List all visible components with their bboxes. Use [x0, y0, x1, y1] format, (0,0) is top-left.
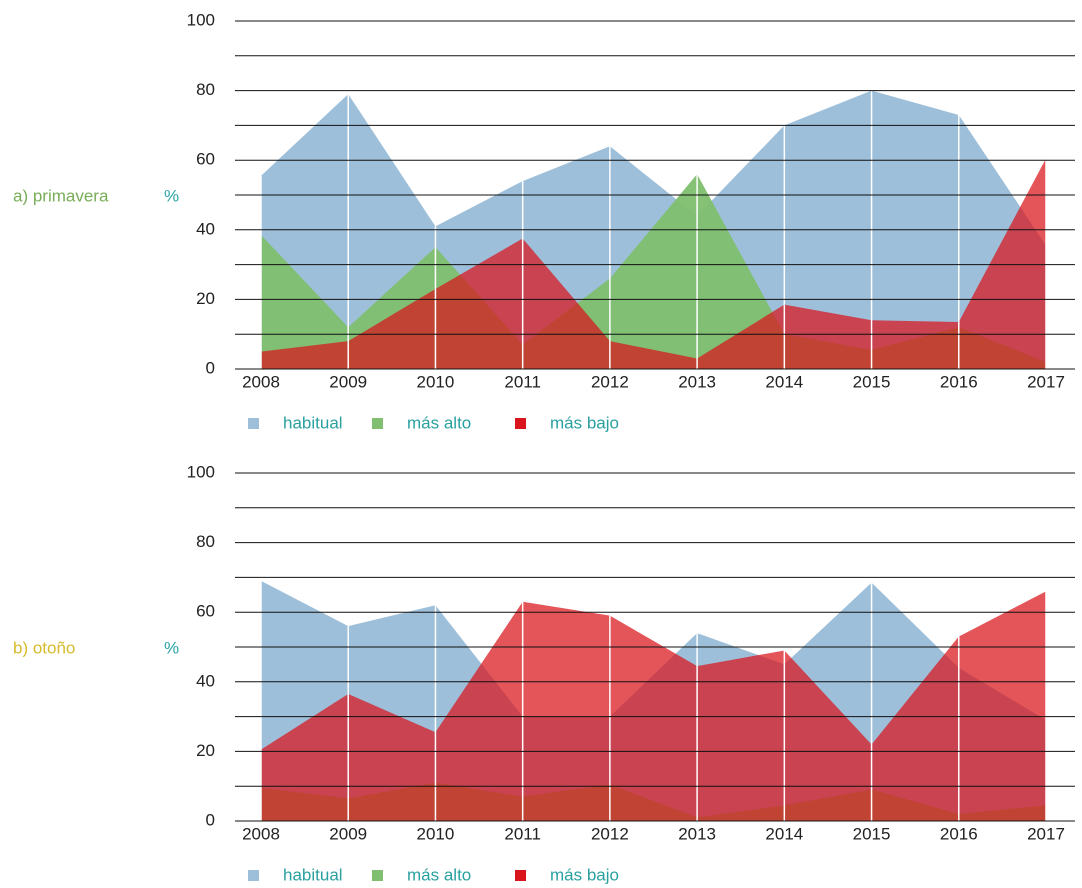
area: [261, 591, 1046, 821]
x-tick-label: 2013: [678, 824, 716, 843]
y-tick-label: 80: [196, 80, 215, 99]
area: [261, 158, 1046, 369]
y-tick-label: 40: [196, 219, 215, 238]
x-tick-label: 2016: [940, 372, 978, 391]
x-tick-label: 2009: [329, 372, 367, 391]
legend-swatch: [515, 418, 526, 429]
x-tick-label: 2011: [504, 372, 541, 391]
y-tick-label: 100: [187, 10, 215, 29]
y-tick-label: 60: [196, 602, 215, 621]
x-tick-label: 2017: [1027, 824, 1065, 843]
y-tick-label: 80: [196, 532, 215, 551]
y-tick-label: 0: [206, 358, 215, 377]
legend-swatch: [515, 870, 526, 881]
x-tick-label: 2014: [765, 372, 803, 391]
x-tick-label: 2011: [504, 824, 541, 843]
x-tick-label: 2014: [765, 824, 803, 843]
y-tick-label: 0: [206, 810, 215, 829]
x-tick-label: 2012: [591, 824, 629, 843]
legend-swatch: [372, 870, 383, 881]
legend-swatch: [248, 418, 259, 429]
chart-label: b) otoño: [13, 638, 75, 657]
y-tick-label: 20: [196, 741, 215, 760]
x-tick-label: 2012: [591, 372, 629, 391]
unit-label: %: [164, 638, 179, 657]
unit-label: %: [164, 186, 179, 205]
x-tick-label: 2010: [417, 372, 455, 391]
legend-label: más bajo: [550, 413, 619, 432]
x-tick-label: 2008: [242, 372, 280, 391]
legend-label: más alto: [407, 413, 471, 432]
x-tick-label: 2009: [329, 824, 367, 843]
legend-swatch: [372, 418, 383, 429]
x-tick-label: 2016: [940, 824, 978, 843]
legend-label: habitual: [283, 865, 343, 884]
y-tick-label: 40: [196, 671, 215, 690]
y-tick-label: 60: [196, 150, 215, 169]
y-tick-label: 100: [187, 462, 215, 481]
legend-label: habitual: [283, 413, 343, 432]
x-tick-label: 2017: [1027, 372, 1065, 391]
legend-swatch: [248, 870, 259, 881]
legend-label: más bajo: [550, 865, 619, 884]
x-tick-label: 2013: [678, 372, 716, 391]
y-tick-label: 20: [196, 289, 215, 308]
x-tick-label: 2015: [853, 824, 891, 843]
x-tick-label: 2008: [242, 824, 280, 843]
x-tick-label: 2015: [853, 372, 891, 391]
legend-label: más alto: [407, 865, 471, 884]
x-tick-label: 2010: [417, 824, 455, 843]
chart-label: a) primavera: [13, 186, 109, 205]
